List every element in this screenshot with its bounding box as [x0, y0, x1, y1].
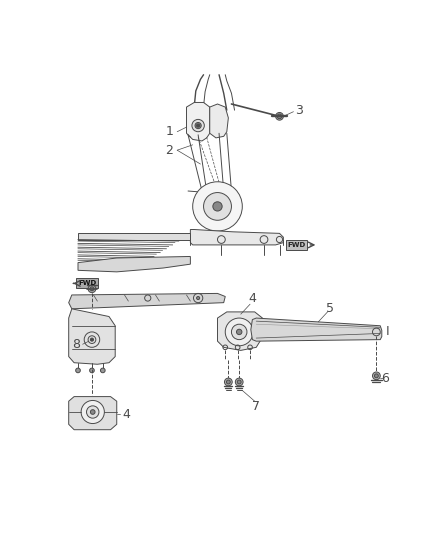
Circle shape: [237, 329, 242, 335]
Circle shape: [197, 296, 200, 300]
Circle shape: [87, 406, 99, 418]
Text: 7: 7: [252, 400, 260, 413]
Circle shape: [276, 112, 283, 120]
Polygon shape: [69, 294, 225, 309]
Polygon shape: [78, 256, 191, 272]
Polygon shape: [251, 318, 382, 341]
Circle shape: [90, 287, 94, 290]
Polygon shape: [210, 104, 228, 138]
Circle shape: [76, 368, 80, 373]
Circle shape: [88, 285, 96, 293]
FancyBboxPatch shape: [77, 278, 98, 288]
Circle shape: [88, 336, 96, 343]
Circle shape: [192, 119, 204, 132]
Polygon shape: [78, 233, 191, 239]
Circle shape: [231, 324, 247, 340]
Circle shape: [81, 400, 104, 424]
Circle shape: [374, 374, 378, 378]
Polygon shape: [69, 397, 117, 430]
Polygon shape: [187, 102, 210, 141]
Text: 6: 6: [381, 372, 389, 385]
Text: 4: 4: [248, 292, 256, 305]
FancyBboxPatch shape: [286, 239, 307, 251]
Text: 8: 8: [72, 338, 81, 351]
Circle shape: [193, 182, 242, 231]
Circle shape: [237, 380, 241, 384]
Circle shape: [100, 368, 105, 373]
Polygon shape: [191, 230, 283, 245]
Circle shape: [90, 338, 93, 341]
Circle shape: [224, 378, 232, 386]
Circle shape: [226, 380, 230, 384]
Text: FWD: FWD: [287, 242, 306, 248]
Polygon shape: [69, 309, 115, 364]
Text: 3: 3: [295, 103, 303, 117]
Circle shape: [195, 123, 201, 128]
Text: 4: 4: [122, 408, 130, 421]
Polygon shape: [218, 312, 262, 350]
Circle shape: [235, 378, 243, 386]
Text: I: I: [386, 326, 390, 338]
Circle shape: [90, 368, 94, 373]
Circle shape: [372, 372, 380, 379]
Circle shape: [204, 192, 231, 220]
Circle shape: [197, 124, 200, 127]
Circle shape: [213, 202, 222, 211]
Circle shape: [90, 410, 95, 414]
Text: 2: 2: [166, 144, 173, 157]
Text: 5: 5: [326, 302, 334, 316]
Text: 1: 1: [166, 125, 173, 138]
Circle shape: [277, 114, 282, 119]
Circle shape: [225, 318, 253, 346]
Text: FWD: FWD: [78, 280, 96, 286]
